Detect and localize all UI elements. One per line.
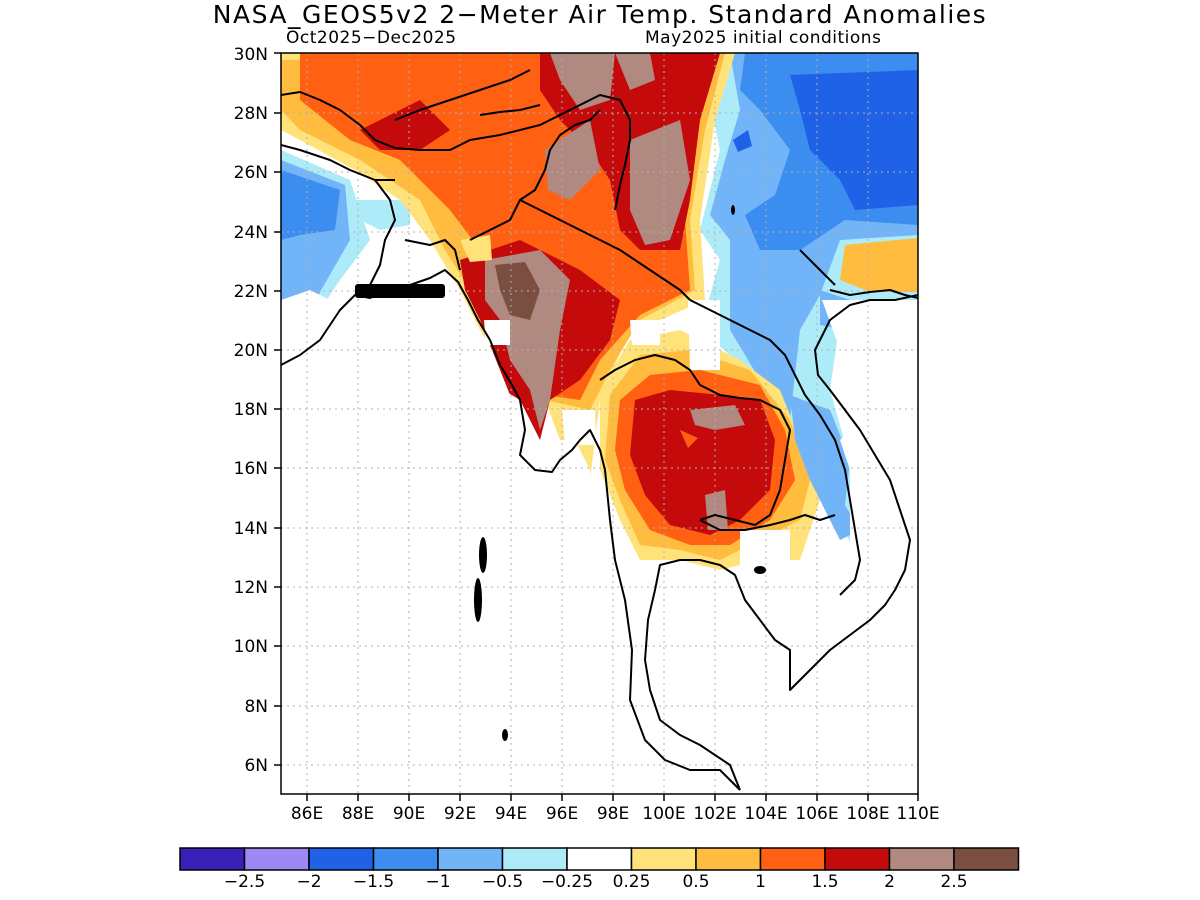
lat-label: 20N — [234, 341, 268, 361]
islands — [355, 205, 766, 741]
lon-label: 94E — [495, 804, 527, 824]
lon-label: 90E — [393, 804, 425, 824]
laos-border — [689, 299, 856, 531]
legend-label: 2.5 — [940, 872, 967, 892]
lon-label: 100E — [642, 804, 685, 824]
legend-label: −2 — [296, 872, 321, 892]
legend-label: 0.5 — [682, 872, 709, 892]
gulf-of-thailand-coast — [644, 294, 918, 791]
legend-swatch — [501, 847, 568, 871]
legend-swatch — [179, 847, 246, 871]
india-myanmar-border — [469, 109, 601, 241]
lon-label: 102E — [693, 804, 736, 824]
forecast-period: Oct2025−Dec2025 — [286, 28, 457, 48]
legend-label: 0.25 — [613, 872, 651, 892]
legend-label: −1 — [425, 872, 450, 892]
legend-swatch — [953, 847, 1020, 871]
axis-ticks — [274, 52, 919, 801]
legend-swatch — [308, 847, 375, 871]
legend-swatch — [372, 847, 439, 871]
legend-swatch — [759, 847, 826, 871]
bangladesh-border — [369, 179, 461, 286]
lon-label: 110E — [896, 804, 939, 824]
color-legend-labels: −2.5 −2 −1.5 −1 −0.5 −0.25 0.25 0.5 1 1.5 2 2.5 — [224, 872, 968, 892]
lat-label: 8N — [244, 697, 268, 717]
legend-label: 2 — [884, 872, 895, 892]
thailand-myanmar-border — [599, 354, 791, 526]
legend-label: 1.5 — [811, 872, 838, 892]
northern-border — [281, 91, 631, 211]
myanmar-china-border — [519, 199, 691, 301]
color-legend — [179, 847, 1020, 871]
lon-label: 104E — [744, 804, 787, 824]
lon-label: 98E — [597, 804, 629, 824]
legend-swatch — [824, 847, 891, 871]
legend-label: −0.5 — [482, 872, 523, 892]
lat-label: 24N — [234, 223, 268, 243]
legend-swatch — [437, 847, 504, 871]
himalaya-border — [281, 144, 395, 181]
lon-label: 106E — [795, 804, 838, 824]
initial-conditions: May2025 initial conditions — [645, 28, 882, 48]
legend-label: −0.25 — [541, 872, 593, 892]
longitude-axis: 86E 88E 90E 92E 94E 96E 98E 100E 102E 10… — [291, 804, 940, 824]
legend-swatch — [630, 847, 697, 871]
legend-label: −2.5 — [224, 872, 265, 892]
lat-label: 30N — [234, 45, 268, 65]
legend-label: −1.5 — [353, 872, 394, 892]
lat-label: 28N — [234, 104, 268, 124]
thailand-cambodia-border — [699, 514, 836, 531]
lon-label: 96E — [546, 804, 578, 824]
legend-swatch — [888, 847, 955, 871]
legend-label: 1 — [755, 872, 766, 892]
lat-label: 16N — [234, 459, 268, 479]
map-title: NASA_GEOS5v2 2−Meter Air Temp. Standard … — [212, 0, 988, 29]
vietnam-border — [799, 249, 861, 596]
lat-label: 18N — [234, 400, 268, 420]
lat-label: 12N — [234, 578, 268, 598]
lat-label: 14N — [234, 519, 268, 539]
legend-swatch — [695, 847, 762, 871]
lon-label: 86E — [291, 804, 323, 824]
lon-label: 92E — [444, 804, 476, 824]
map-frame — [280, 52, 919, 795]
legend-swatch — [243, 847, 310, 871]
gridlines — [281, 53, 918, 794]
lat-label: 6N — [244, 756, 268, 776]
nepal-border — [394, 69, 531, 121]
latitude-axis: 30N 28N 26N 24N 22N 20N 18N 16N 14N 12N … — [234, 45, 268, 776]
bhutan-border — [479, 104, 541, 116]
lat-label: 10N — [234, 637, 268, 657]
legend-swatch — [566, 847, 633, 871]
lon-label: 88E — [342, 804, 374, 824]
china-south-coast — [829, 289, 918, 299]
lon-label: 108E — [846, 804, 889, 824]
lat-label: 22N — [234, 282, 268, 302]
lat-label: 26N — [234, 163, 268, 183]
anomaly-shading — [281, 53, 918, 794]
